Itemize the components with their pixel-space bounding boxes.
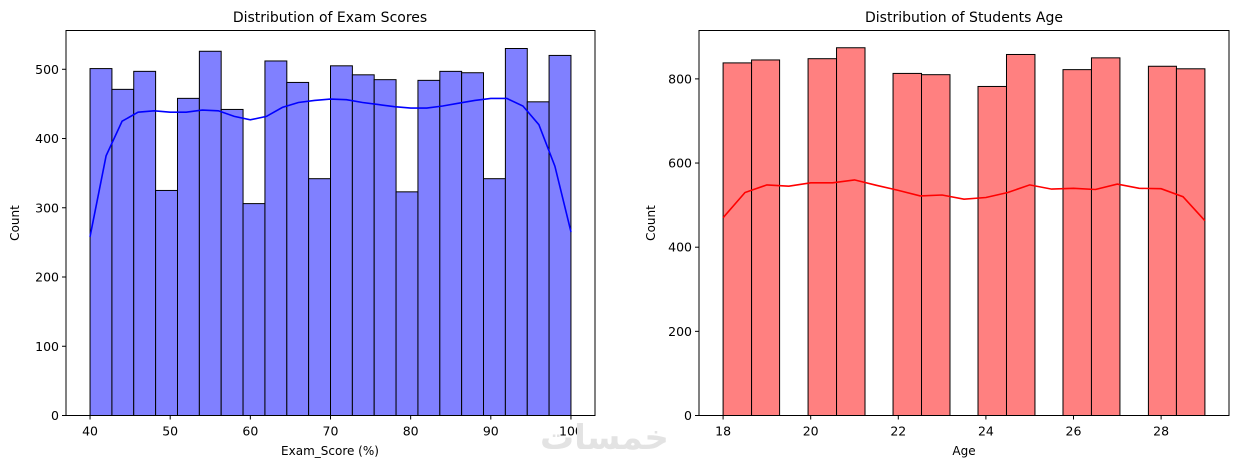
x-tick-label: 18 xyxy=(715,424,731,439)
histogram-bar xyxy=(242,203,266,416)
histogram-bar xyxy=(461,72,485,417)
age-histogram-panel: Distribution of Students Age 18 20 22 24 26 2… xyxy=(644,10,1230,458)
x-tick-label: 22 xyxy=(890,424,906,439)
y-axis-label: Count xyxy=(644,205,658,241)
chart-title: Distribution of Exam Scores xyxy=(233,10,427,26)
y-axis-label: Count xyxy=(8,205,22,241)
exam-score-histogram-panel: Distribution of Exam Scores 40 50 60 70 80 90… xyxy=(8,10,596,458)
bars xyxy=(722,47,1206,417)
x-ticks: 18 20 22 24 26 28 xyxy=(715,415,1169,439)
histogram-bar xyxy=(548,54,572,416)
histogram-bar xyxy=(483,178,506,416)
x-ticks: 40 50 60 70 80 90 100 xyxy=(82,415,583,439)
y-ticks: 0 100 200 300 400 500 xyxy=(35,62,66,423)
histogram-bar xyxy=(417,79,441,417)
histogram-bar xyxy=(921,74,951,416)
x-tick-label: 60 xyxy=(242,424,258,439)
x-axis-label: Age xyxy=(952,444,975,458)
y-ticks: 0 200 400 600 800 xyxy=(668,71,699,423)
histogram-bar xyxy=(286,81,310,417)
y-tick-label: 400 xyxy=(668,240,692,255)
histogram-bar xyxy=(439,70,463,417)
kde-curve xyxy=(722,179,1206,222)
histogram-bar xyxy=(264,60,288,417)
histogram-bar xyxy=(722,62,753,417)
kde-layer xyxy=(722,179,1206,222)
histogram-bar xyxy=(1147,65,1177,417)
x-tick-label: 100 xyxy=(559,424,583,439)
histogram-bar xyxy=(373,79,397,416)
histogram-bar xyxy=(176,97,200,416)
histogram-bar xyxy=(526,101,550,417)
x-tick-label: 20 xyxy=(803,424,819,439)
y-tick-label: 100 xyxy=(35,339,59,354)
kde-curve xyxy=(89,97,572,237)
histogram-bar xyxy=(977,85,1007,416)
histogram-bar xyxy=(89,68,113,416)
x-tick-label: 50 xyxy=(162,424,178,439)
histogram-bar xyxy=(892,72,923,416)
histogram-bar xyxy=(751,59,781,416)
y-tick-label: 300 xyxy=(35,200,59,215)
x-axis-label: Exam_Score (%) xyxy=(281,444,379,458)
histogram-bar xyxy=(155,189,178,416)
histogram-bar xyxy=(1005,53,1036,416)
y-tick-label: 0 xyxy=(51,408,59,423)
x-tick-label: 26 xyxy=(1066,424,1082,439)
histogram-bar xyxy=(395,191,419,416)
kde-layer xyxy=(89,97,572,237)
y-tick-label: 400 xyxy=(35,131,59,146)
histogram-bar xyxy=(330,65,353,416)
histogram-bar xyxy=(1090,57,1121,416)
histogram-bar xyxy=(351,74,375,416)
y-tick-label: 200 xyxy=(35,270,59,285)
histogram-bar xyxy=(1062,69,1092,417)
histogram-bar xyxy=(836,47,866,416)
histogram-bar xyxy=(198,50,222,417)
y-tick-label: 600 xyxy=(668,156,692,171)
histogram-bar xyxy=(1175,68,1206,417)
histogram-bar xyxy=(308,178,331,416)
x-tick-label: 28 xyxy=(1153,424,1169,439)
histogram-bar xyxy=(220,108,244,417)
x-tick-label: 90 xyxy=(483,424,499,439)
x-tick-label: 70 xyxy=(323,424,339,439)
x-tick-label: 80 xyxy=(403,424,419,439)
y-tick-label: 500 xyxy=(35,62,59,77)
x-tick-label: 40 xyxy=(82,424,98,439)
y-tick-label: 200 xyxy=(668,324,692,339)
plot-frame xyxy=(698,30,1230,416)
x-tick-label: 24 xyxy=(978,424,994,439)
y-tick-label: 800 xyxy=(668,71,692,86)
y-tick-label: 0 xyxy=(684,408,692,423)
histogram-bar xyxy=(133,70,157,417)
watermark-logo: خمسات xyxy=(540,418,669,458)
chart-title: Distribution of Students Age xyxy=(865,10,1063,26)
histogram-bar xyxy=(111,88,135,416)
histogram-bar xyxy=(807,58,838,417)
bars xyxy=(89,48,572,417)
